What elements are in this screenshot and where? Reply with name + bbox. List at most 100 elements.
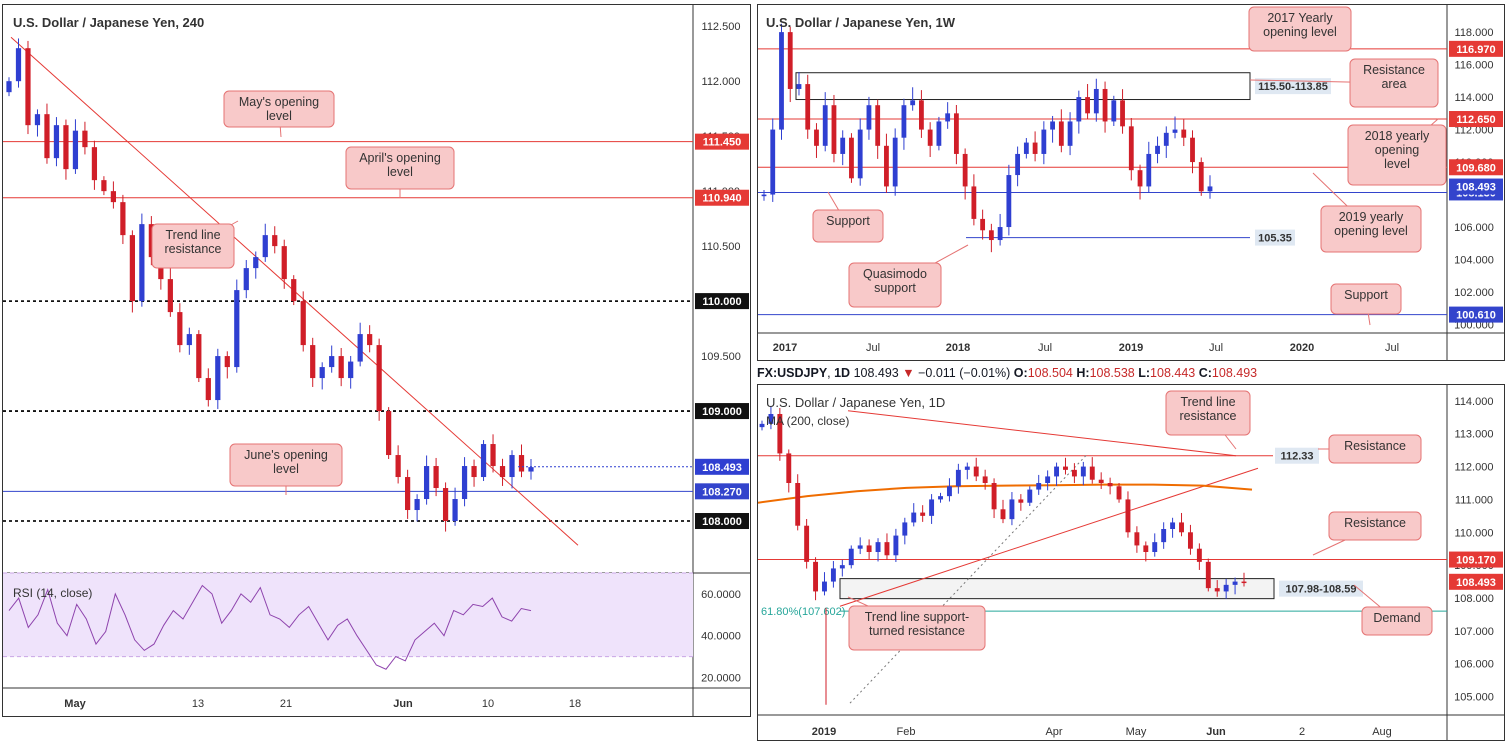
callout-trendline-resistance-daily-box — [1165, 390, 1251, 436]
candle-daily-candle — [866, 545, 872, 552]
candle-weekly-candle — [1111, 100, 1117, 122]
candle-240-candle — [319, 367, 325, 379]
chart-panel-240: 112.500112.000111.500111.000110.500110.0… — [2, 4, 751, 717]
candle-240-candle — [25, 48, 31, 126]
y-tick-label: 116.000 — [1455, 60, 1494, 72]
callout-demand-text: Demand — [1373, 611, 1420, 625]
candle-240-candle — [499, 466, 506, 478]
candle-weekly-candle — [787, 32, 793, 89]
candle-daily-candle — [857, 545, 863, 549]
candle-weekly-candle — [1102, 88, 1108, 122]
candle-daily-candle — [848, 548, 854, 566]
level-price-label: 112.650 — [1456, 114, 1495, 126]
y-tick-label: 118.000 — [1455, 27, 1494, 39]
candle-daily-candle — [1223, 584, 1229, 592]
callout-support-weekly-box — [812, 209, 884, 243]
callout-april-opening-text: April's opening — [359, 151, 441, 165]
candle-240-candle — [234, 290, 240, 368]
callout-trendline-resistance-daily-text: Trend line — [1180, 395, 1235, 409]
y-tick-label: 104.000 — [1454, 255, 1494, 267]
callout-support-weekly: Support — [812, 191, 884, 243]
strip-open-label: O: — [1013, 366, 1028, 380]
callout-trendline-resistance-text: Trend line — [165, 228, 220, 242]
callout-trendline-support-turned-resistance-text: turned resistance — [869, 624, 965, 638]
candle-daily-candle — [1205, 561, 1211, 589]
chart-weekly: 118.000116.000114.000112.000110.000108.0… — [758, 5, 1504, 360]
callout-trendline-resistance-daily-text: resistance — [1180, 409, 1237, 423]
y-tick-label: 112.500 — [702, 21, 741, 33]
x-tick-label: Feb — [897, 726, 916, 738]
candle-weekly-candle — [1128, 126, 1134, 171]
candle-daily-candle — [1152, 542, 1158, 552]
candle-240-candle — [6, 81, 12, 93]
candle-240-candle — [433, 466, 439, 489]
rsi-line — [8, 584, 532, 670]
candle-weekly-candle — [1137, 170, 1143, 187]
callout-2019-yearly-text: opening level — [1334, 224, 1408, 238]
callout-support-weekly-text: Support — [826, 214, 870, 228]
level-price-label: 110.000 — [702, 296, 741, 308]
candle-weekly-candle — [927, 129, 933, 146]
candle-weekly-candle — [796, 84, 802, 89]
y-tick-label: 102.000 — [1454, 287, 1494, 299]
callout-june-opening-text: level — [273, 462, 299, 476]
candle-weekly-candle — [1172, 129, 1178, 133]
candle-weekly-candle — [997, 227, 1003, 241]
candle-weekly-candle — [805, 84, 811, 130]
callout-april-opening-box — [345, 146, 455, 190]
level-price-label-bg — [695, 293, 749, 310]
candle-240-candle — [528, 467, 534, 472]
callout-resistance-top-text: Resistance — [1344, 439, 1406, 453]
candle-240-candle — [518, 455, 525, 472]
trend-line-resistance — [847, 410, 1237, 457]
candle-240-candle — [442, 488, 449, 522]
level-price-label-bg — [1449, 551, 1503, 568]
candle-240-candle — [34, 114, 41, 126]
candle-240-candle — [262, 235, 268, 258]
demand-zone-label: 107.98-108.59 — [1286, 584, 1357, 596]
ohlc-strip: FX:USDJPY, 1D 108.493 ▼ −0.011 (−0.01%) … — [757, 366, 1258, 380]
callout-resistance-area-text: Resistance — [1363, 63, 1425, 77]
current-price-label-bg — [695, 458, 749, 475]
x-tick-label: 21 — [280, 698, 292, 710]
trend-line-support-turned-resistance — [839, 467, 1259, 607]
candle-240-candle — [82, 130, 88, 148]
level-price-label: 116.970 — [1456, 44, 1495, 56]
level-price-label: 109.680 — [1456, 162, 1496, 174]
callout-2019-yearly-text: 2019 yearly — [1339, 210, 1404, 224]
candle-240-candle — [281, 246, 287, 280]
resistance-level-label-bg — [1275, 447, 1319, 464]
candle-daily-candle — [1000, 509, 1006, 520]
strip-low-label: L: — [1138, 366, 1151, 380]
candle-daily-candle — [804, 525, 810, 562]
candle-weekly-candle — [962, 153, 968, 187]
level-price-label-bg — [695, 189, 749, 206]
candle-240-candle — [310, 345, 316, 379]
candle-weekly-candle — [1032, 142, 1038, 154]
candle-weekly-candle — [1181, 129, 1187, 138]
callout-trendline-support-turned-resistance: Trend line support-turned resistance — [847, 596, 986, 651]
callout-trendline-resistance-box — [151, 223, 235, 269]
candle-weekly-candle — [919, 100, 924, 130]
level-price-label: 109.000 — [702, 406, 742, 418]
level-price-label-bg — [1449, 159, 1503, 176]
candle-weekly-candle — [770, 129, 776, 195]
callout-june-opening-box — [229, 443, 343, 487]
candle-daily-candle — [1241, 581, 1247, 584]
y-tick-label: 109.500 — [701, 351, 741, 363]
y-tick-label: 112.000 — [1455, 125, 1494, 137]
callout-2017-yearly-text: 2017 Yearly — [1267, 11, 1333, 25]
candle-weekly-candle — [761, 194, 767, 197]
candle-daily-candle — [929, 499, 935, 516]
candle-weekly-candle — [1155, 145, 1160, 154]
candle-weekly-candle — [901, 105, 907, 138]
candle-240-candle — [357, 334, 363, 362]
candle-daily-candle — [1089, 466, 1095, 480]
callout-support-bottom-text: Support — [1344, 288, 1388, 302]
candle-240-candle — [253, 257, 259, 269]
x-tick-label: May — [1126, 726, 1147, 738]
candle-240-candle — [395, 455, 401, 478]
